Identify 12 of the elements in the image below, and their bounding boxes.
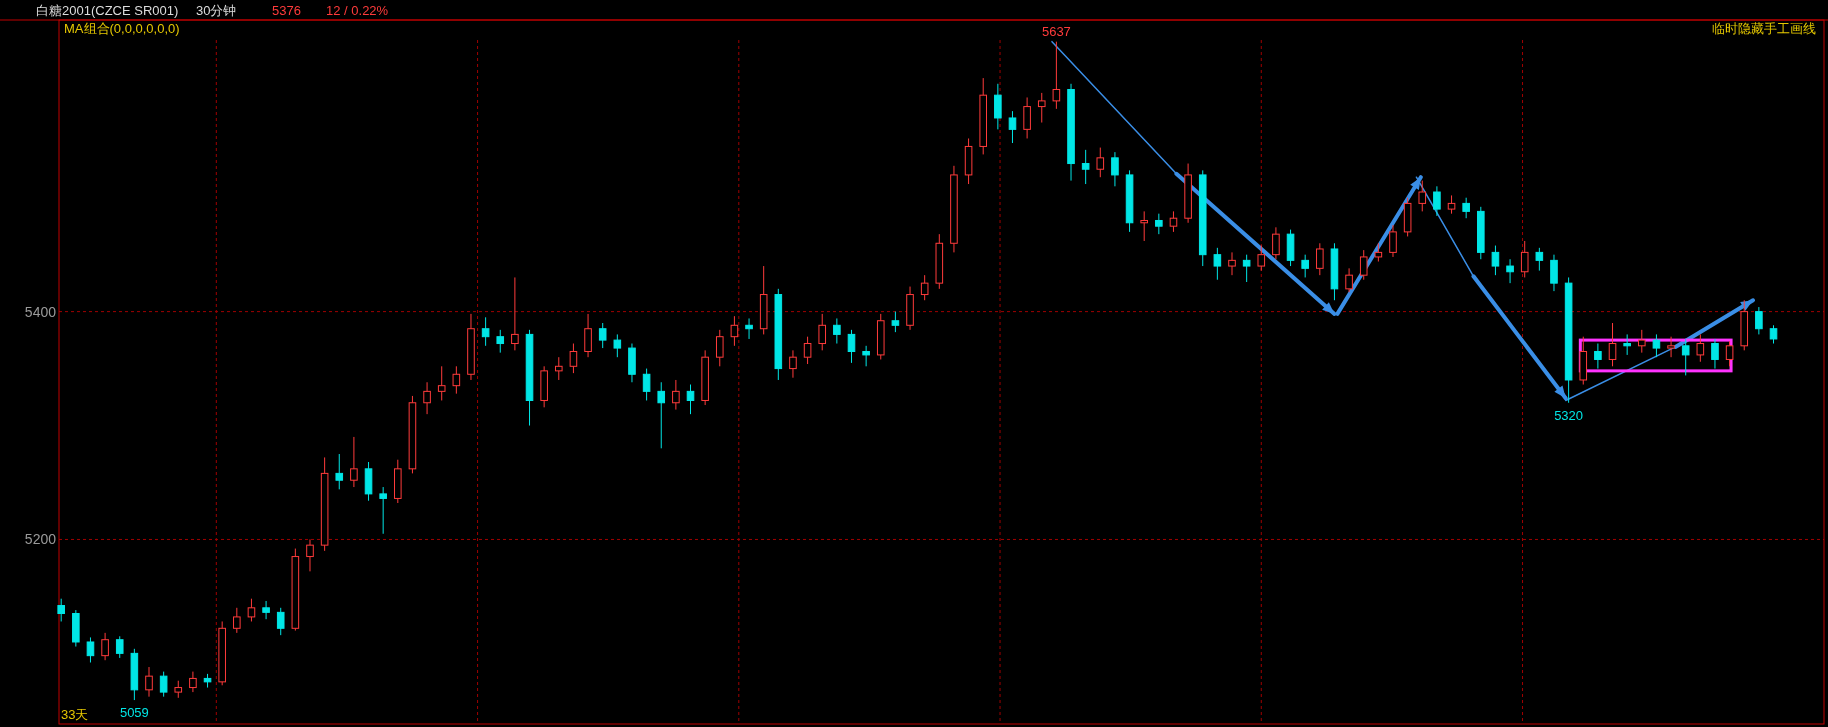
annotation: 5059 [119,705,149,721]
annotation: 5637 [1041,23,1071,39]
y-tick-label: 5400 [24,303,57,320]
y-tick-label: 5200 [24,531,57,548]
text: 5376 [272,3,301,18]
chart-subtitle: 30分钟 [196,3,237,18]
annotation: 33天 [61,707,89,722]
annotation: 5320 [1554,407,1584,423]
text: 12 / 0.22% [326,3,389,18]
annotation: 临时隐藏手工画线 [1712,21,1816,36]
annotation: MA组合(0,0,0,0,0,0) [64,21,180,36]
chart-title: 白糖2001(CZCE SR001) [36,3,179,18]
